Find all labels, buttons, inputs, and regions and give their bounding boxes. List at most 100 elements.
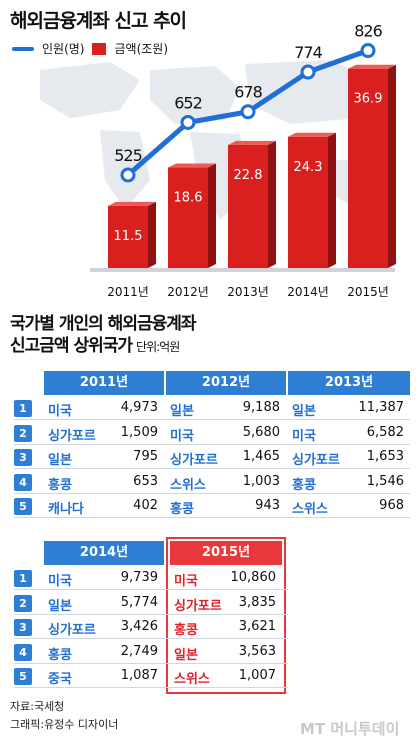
row-divider bbox=[14, 517, 410, 518]
bar-top bbox=[168, 163, 216, 168]
amount-value: 795 bbox=[133, 449, 158, 464]
rank-badge: 2 bbox=[14, 424, 32, 442]
bar bbox=[168, 167, 208, 268]
row-divider bbox=[14, 468, 410, 469]
rank-badge: 3 bbox=[14, 449, 32, 466]
x-axis: 2011년 2012년 2013년 2014년 2015년 bbox=[90, 268, 395, 299]
legend-label-amount: 금액(조원) bbox=[114, 42, 169, 56]
line-point bbox=[300, 64, 316, 80]
bar-value-label: 36.9 bbox=[354, 92, 383, 107]
x-tick-label: 2013년 bbox=[227, 285, 269, 299]
bar-value-label: 11.5 bbox=[114, 229, 143, 244]
country-name: 홍콩 bbox=[292, 477, 316, 493]
row-divider bbox=[14, 492, 410, 494]
amount-value: 943 bbox=[255, 498, 280, 513]
amount-value: 11,387 bbox=[358, 400, 405, 415]
watermark-logo: MT 머니투데이 bbox=[300, 720, 400, 738]
country-name: 싱가포르 bbox=[292, 453, 340, 468]
amount-value: 10,860 bbox=[230, 570, 277, 585]
amount-value: 3,621 bbox=[238, 619, 276, 634]
country-name: 스위스 bbox=[170, 477, 206, 493]
year-header: 2015년 bbox=[170, 541, 282, 565]
rank-badge: 5 bbox=[14, 498, 32, 515]
bar bbox=[288, 136, 328, 268]
country-name: 싱가포르 bbox=[48, 623, 96, 638]
rank-badge: 5 bbox=[14, 668, 32, 685]
country-name: 중국 bbox=[48, 672, 72, 687]
row-divider bbox=[14, 443, 410, 445]
bar bbox=[348, 68, 388, 269]
country-name: 일본 bbox=[170, 404, 194, 419]
rank-badge: 2 bbox=[14, 594, 32, 612]
line-value-label: 525 bbox=[114, 146, 142, 165]
unit-label: 단위:억원 bbox=[136, 340, 180, 354]
country-name: 스위스 bbox=[174, 672, 210, 687]
country-name: 미국 bbox=[170, 428, 194, 444]
x-tick-label: 2011년 bbox=[107, 285, 149, 299]
bar-value-label: 18.6 bbox=[174, 191, 203, 206]
bar-value-label: 22.8 bbox=[234, 168, 263, 183]
amount-value: 1,653 bbox=[366, 449, 404, 464]
amount-value: 1,003 bbox=[242, 473, 280, 489]
year-header: 2013년 bbox=[288, 371, 410, 395]
year-header: 2011년 bbox=[44, 371, 164, 395]
country-name: 일본 bbox=[174, 647, 198, 663]
source-text: 자료:국세청 bbox=[10, 700, 65, 713]
rank-badge: 3 bbox=[14, 619, 32, 636]
bar-top bbox=[288, 132, 336, 137]
rank-badge: 4 bbox=[14, 643, 32, 661]
country-name: 싱가포르 bbox=[48, 428, 96, 444]
footer: 자료:국세청 그래픽:유정수 디자이너 bbox=[10, 698, 118, 734]
legend: 인원(명) 금액(조원) bbox=[12, 40, 168, 57]
country-name: 일본 bbox=[48, 598, 72, 614]
bar-side bbox=[388, 64, 396, 269]
line-value-label: 678 bbox=[234, 83, 262, 102]
amount-value: 1,546 bbox=[366, 473, 404, 489]
line-point bbox=[360, 43, 376, 59]
country-name: 홍콩 bbox=[174, 623, 198, 638]
bar-side bbox=[268, 140, 276, 268]
country-name: 캐나다 bbox=[48, 502, 84, 517]
baseline bbox=[90, 268, 395, 272]
amount-value: 4,973 bbox=[120, 400, 158, 415]
year-header: 2012년 bbox=[166, 371, 286, 395]
amount-value: 6,582 bbox=[366, 424, 404, 440]
amount-value: 5,774 bbox=[120, 594, 158, 610]
line-value-label: 826 bbox=[354, 22, 382, 41]
row-divider bbox=[14, 687, 288, 688]
country-name: 싱가포르 bbox=[174, 598, 222, 614]
line-value-label: 774 bbox=[294, 43, 322, 62]
amount-value: 3,563 bbox=[238, 643, 276, 659]
bar-series bbox=[108, 64, 396, 269]
country-name: 일본 bbox=[48, 453, 72, 468]
amount-value: 5,680 bbox=[242, 424, 280, 440]
amount-value: 1,087 bbox=[120, 668, 158, 683]
amount-value: 9,739 bbox=[120, 570, 158, 585]
amount-value: 9,188 bbox=[242, 400, 280, 415]
amount-value: 653 bbox=[133, 473, 158, 489]
row-divider bbox=[14, 613, 288, 615]
amount-value: 402 bbox=[133, 498, 158, 513]
bar bbox=[228, 144, 268, 268]
country-name: 싱가포르 bbox=[170, 453, 218, 468]
chart-title: 해외금융계좌 신고 추이 bbox=[10, 10, 187, 32]
country-name: 스위스 bbox=[292, 502, 328, 517]
amount-value: 1,509 bbox=[120, 424, 158, 440]
country-name: 미국 bbox=[48, 404, 72, 419]
bar-side bbox=[148, 201, 156, 268]
bar-side bbox=[208, 163, 216, 268]
country-name: 일본 bbox=[292, 404, 316, 419]
rank-badge: 1 bbox=[14, 400, 32, 417]
row-divider bbox=[14, 662, 288, 664]
x-tick-label: 2015년 bbox=[347, 285, 389, 299]
bar bbox=[108, 205, 148, 268]
credit-text: 그래픽:유정수 디자이너 bbox=[10, 718, 119, 731]
x-tick-label: 2014년 bbox=[287, 285, 329, 299]
bar-value-label: 24.3 bbox=[294, 160, 323, 175]
legend-bar-swatch bbox=[92, 42, 107, 55]
amount-value: 2,749 bbox=[120, 643, 158, 659]
bar-top bbox=[108, 201, 156, 206]
legend-line-swatch bbox=[12, 46, 34, 51]
section-title-line2: 신고금액 상위국가 bbox=[10, 336, 133, 356]
bar-top bbox=[228, 140, 276, 145]
